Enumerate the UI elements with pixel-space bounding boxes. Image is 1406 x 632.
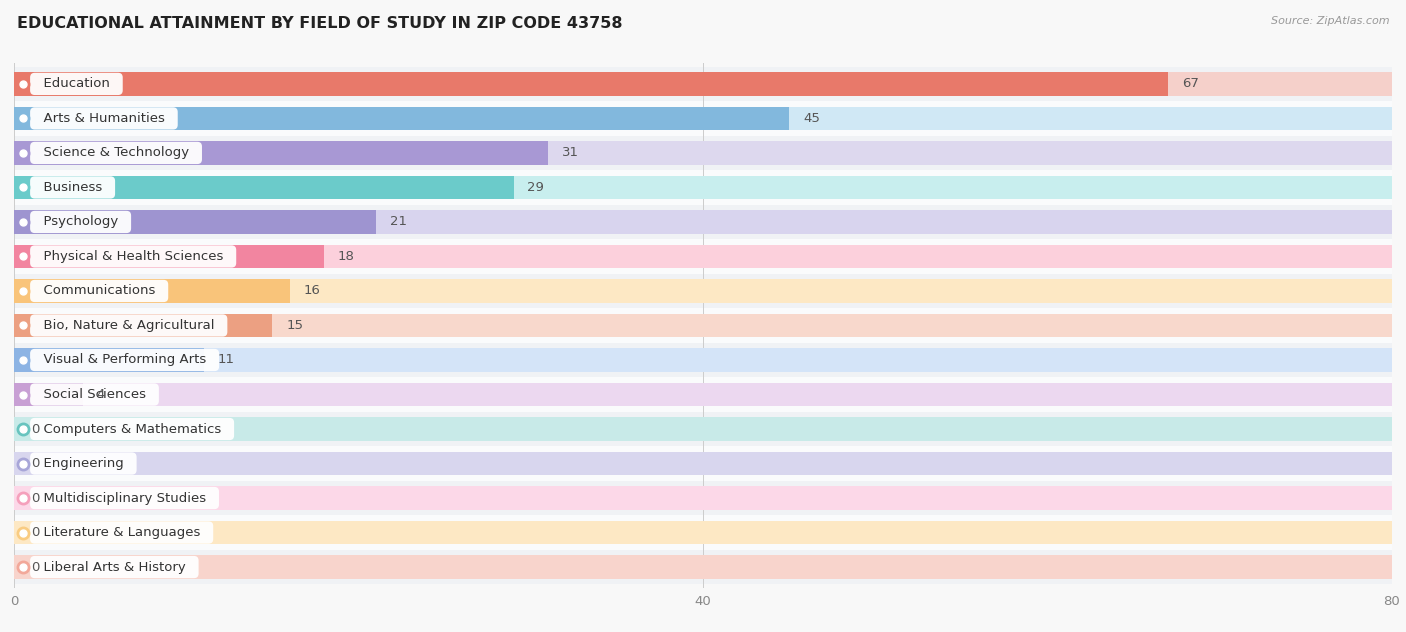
Bar [14,556,1392,579]
Bar [14,72,1392,95]
Text: Literature & Languages: Literature & Languages [35,526,208,539]
Bar [14,141,1392,165]
Bar [14,136,1392,170]
Bar [14,446,1392,481]
Bar [14,313,1392,337]
Bar [14,308,1392,343]
Bar [14,279,1392,303]
Text: Physical & Health Sciences: Physical & Health Sciences [35,250,232,263]
Bar [14,348,204,372]
Text: EDUCATIONAL ATTAINMENT BY FIELD OF STUDY IN ZIP CODE 43758: EDUCATIONAL ATTAINMENT BY FIELD OF STUDY… [17,16,623,31]
Text: Social Sciences: Social Sciences [35,388,155,401]
Bar [14,141,548,165]
Text: Psychology: Psychology [35,216,127,228]
Bar [14,521,1392,544]
Bar [14,72,1168,95]
Bar [14,452,1392,475]
Text: Business: Business [35,181,111,194]
Text: 0: 0 [31,492,39,504]
Text: 0: 0 [31,457,39,470]
Text: Arts & Humanities: Arts & Humanities [35,112,173,125]
Text: 31: 31 [562,147,579,159]
Text: 15: 15 [287,319,304,332]
Bar [14,107,789,130]
Bar [14,107,1392,130]
Text: Source: ZipAtlas.com: Source: ZipAtlas.com [1271,16,1389,26]
Bar [14,343,1392,377]
Bar [14,279,290,303]
Text: 18: 18 [337,250,354,263]
Bar [14,313,273,337]
Bar [14,245,1392,268]
Text: Science & Technology: Science & Technology [35,147,197,159]
Bar [14,377,1392,412]
Text: 0: 0 [31,561,39,574]
Bar [14,176,1392,199]
Text: Multidisciplinary Studies: Multidisciplinary Studies [35,492,214,504]
Bar [14,245,325,268]
Bar [14,66,1392,101]
Bar [14,239,1392,274]
Text: 45: 45 [803,112,820,125]
Bar [14,170,1392,205]
Text: 16: 16 [304,284,321,298]
Text: 0: 0 [31,423,39,435]
Bar [14,383,83,406]
Text: Liberal Arts & History: Liberal Arts & History [35,561,194,574]
Bar [14,550,1392,585]
Text: 29: 29 [527,181,544,194]
Bar [14,481,1392,515]
Bar [14,274,1392,308]
Text: 4: 4 [97,388,105,401]
Bar [14,205,1392,239]
Text: Computers & Mathematics: Computers & Mathematics [35,423,229,435]
Bar [14,383,1392,406]
Bar [14,176,513,199]
Bar [14,210,375,234]
Bar [14,412,1392,446]
Text: 21: 21 [389,216,406,228]
Text: 0: 0 [31,526,39,539]
Text: 11: 11 [218,353,235,367]
Bar [14,101,1392,136]
Text: Education: Education [35,77,118,90]
Text: Engineering: Engineering [35,457,132,470]
Text: 67: 67 [1182,77,1199,90]
Bar [14,486,1392,510]
Bar [14,417,1392,441]
Bar [14,515,1392,550]
Text: Bio, Nature & Agricultural: Bio, Nature & Agricultural [35,319,222,332]
Bar [14,210,1392,234]
Text: Visual & Performing Arts: Visual & Performing Arts [35,353,215,367]
Bar [14,348,1392,372]
Text: Communications: Communications [35,284,163,298]
